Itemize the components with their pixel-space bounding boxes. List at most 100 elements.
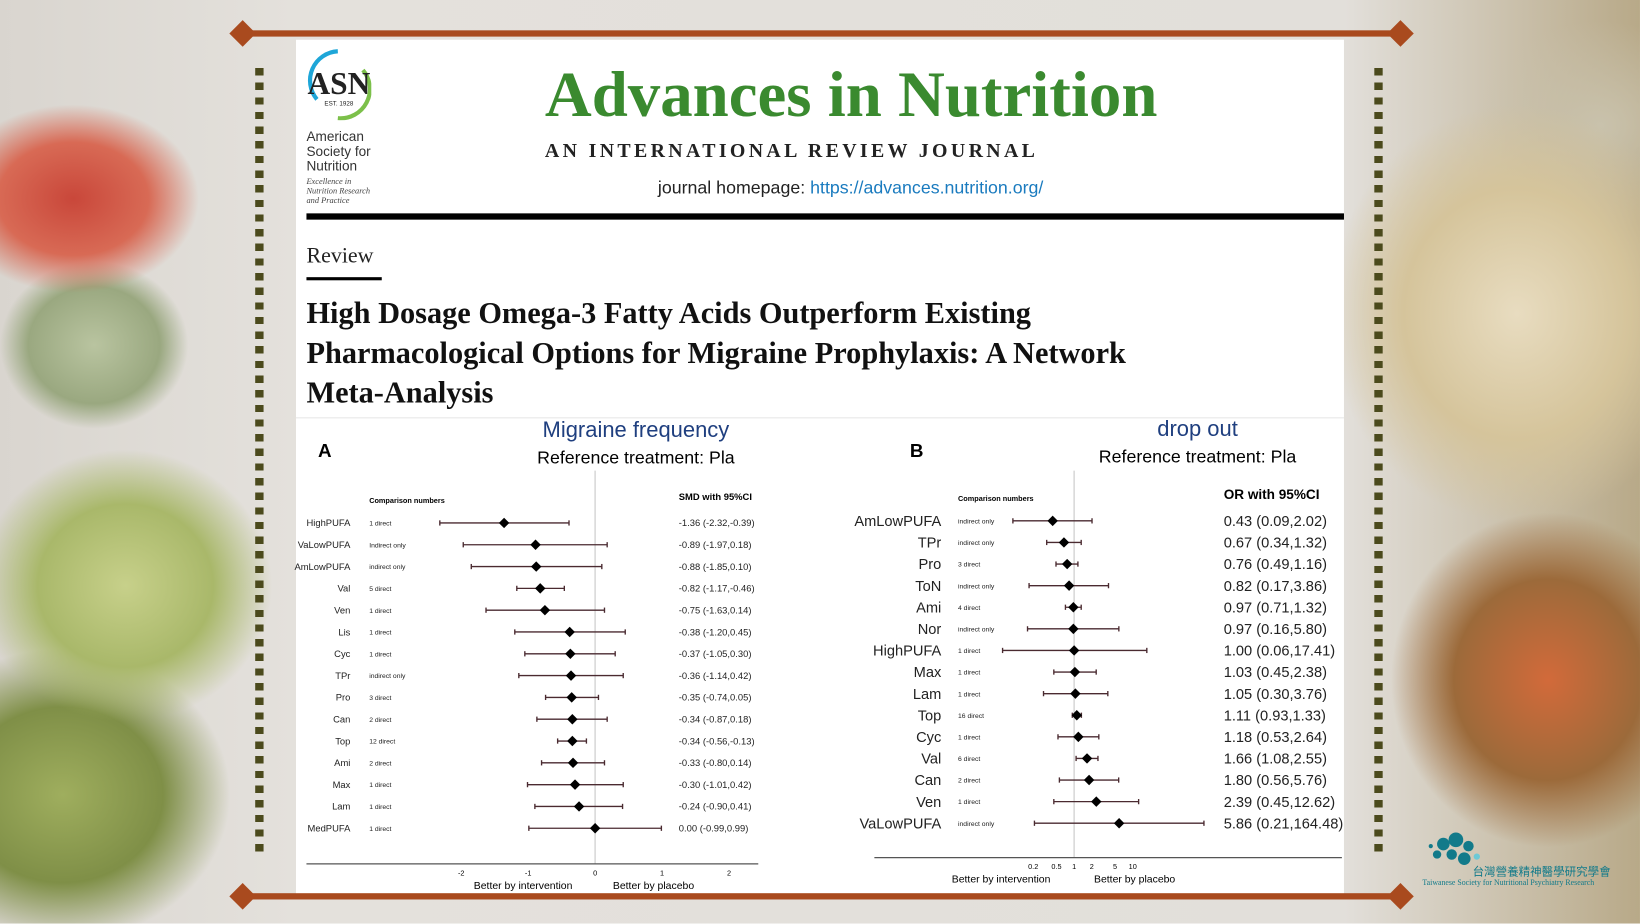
article-type-underline bbox=[306, 277, 382, 281]
estimate-label: 0.82 (0.17,3.86) bbox=[1224, 579, 1327, 595]
treatment-label: HighPUFA bbox=[873, 644, 942, 660]
comparison-label: 12 direct bbox=[369, 739, 395, 746]
plot-b-xlabel-right: Better by placebo bbox=[1094, 875, 1175, 886]
comparison-label: Indirect only bbox=[369, 542, 406, 549]
point-estimate-marker bbox=[1047, 515, 1058, 527]
x-tick-label: -1 bbox=[525, 868, 532, 877]
x-tick-label: 1 bbox=[660, 868, 664, 877]
point-estimate-marker bbox=[1113, 817, 1125, 829]
point-estimate-marker bbox=[1070, 688, 1081, 699]
estimate-label: 1.18 (0.53,2.64) bbox=[1224, 730, 1327, 746]
plot-a-xlabel-left: Better by intervention bbox=[474, 881, 573, 892]
comparison-label: 1 direct bbox=[958, 648, 980, 655]
comparison-label: indirect only bbox=[369, 564, 406, 571]
point-estimate-marker bbox=[1063, 580, 1075, 591]
comparison-label: 4 direct bbox=[958, 605, 980, 612]
estimate-label: -0.37 (-1.05,0.30) bbox=[679, 648, 752, 659]
estimate-label: -0.30 (-1.01,0.42) bbox=[679, 779, 752, 790]
tagline-line: Excellence in bbox=[306, 176, 352, 187]
comparison-label: 1 direct bbox=[369, 608, 391, 615]
treatment-label: Can bbox=[914, 773, 941, 789]
point-estimate-marker bbox=[565, 648, 576, 660]
x-tick-label: 5 bbox=[1113, 862, 1117, 871]
forest-plot-b: B drop out Reference treatment: Pla Comp… bbox=[854, 416, 1343, 886]
x-tick-label: 1 bbox=[1072, 862, 1076, 871]
asn-est: EST. 1928 bbox=[324, 101, 353, 108]
point-estimate-marker bbox=[1068, 602, 1079, 613]
treatment-label: Ami bbox=[334, 757, 350, 768]
estimate-label: 1.00 (0.06,17.41) bbox=[1224, 644, 1335, 660]
society-name: 台灣營養精神醫學研究學會 bbox=[1472, 866, 1611, 879]
estimate-label: 0.43 (0.09,2.02) bbox=[1224, 514, 1327, 530]
estimate-label: 1.03 (0.45,2.38) bbox=[1224, 665, 1327, 681]
estimate-label: -0.88 (-1.85,0.10) bbox=[679, 561, 752, 572]
treatment-label: Pro bbox=[336, 692, 351, 703]
homepage-link[interactable]: https://advances.nutrition.org/ bbox=[810, 177, 1044, 198]
x-tick-label: 0.5 bbox=[1051, 862, 1061, 871]
forest-plot-a: A Migraine frequency Reference treatment… bbox=[294, 417, 759, 892]
treatment-label: Top bbox=[335, 735, 350, 746]
homepage-label: journal homepage: bbox=[657, 177, 806, 198]
plot-a-title: Migraine frequency bbox=[543, 417, 730, 442]
treatment-label: Top bbox=[918, 708, 942, 724]
point-estimate-marker bbox=[1081, 753, 1093, 764]
article-type: Review bbox=[306, 242, 374, 268]
estimate-label: 0.97 (0.16,5.80) bbox=[1224, 622, 1327, 638]
point-estimate-marker bbox=[1068, 645, 1080, 656]
comparison-label: 16 direct bbox=[958, 713, 984, 720]
treatment-label: Max bbox=[333, 779, 351, 790]
article-title-line: High Dosage Omega-3 Fatty Acids Outperfo… bbox=[306, 297, 1031, 331]
treatment-label: VaLowPUFA bbox=[859, 816, 941, 832]
plot-b-estimate-header: OR with 95%CI bbox=[1224, 487, 1320, 502]
society-logo: 台灣營養精神醫學研究學會 Taiwanese Society for Nutri… bbox=[1422, 831, 1631, 887]
plot-b-title: drop out bbox=[1157, 416, 1238, 441]
figure-divider bbox=[295, 417, 1344, 419]
estimate-label: 1.11 (0.93,1.33) bbox=[1224, 708, 1326, 724]
point-estimate-marker bbox=[567, 757, 579, 769]
comparison-label: indirect only bbox=[958, 626, 995, 633]
treatment-label: Cyc bbox=[334, 648, 350, 659]
treatment-label: Ami bbox=[916, 600, 941, 616]
comparison-label: indirect only bbox=[369, 673, 406, 680]
point-estimate-marker bbox=[530, 561, 542, 572]
header-rule bbox=[306, 213, 1344, 220]
treatment-label: Lis bbox=[338, 626, 350, 637]
point-estimate-marker bbox=[1091, 796, 1102, 807]
article-title: High Dosage Omega-3 Fatty Acids Outperfo… bbox=[306, 294, 1125, 413]
treatment-label: Lam bbox=[913, 687, 941, 703]
comparison-label: 5 direct bbox=[369, 586, 391, 593]
estimate-label: 0.00 (-0.99,0.99) bbox=[679, 823, 749, 834]
article-page: ASN EST. 1928 American Society for Nutri… bbox=[295, 39, 1344, 895]
comparison-label: 2 direct bbox=[958, 778, 980, 785]
x-tick-label: 2 bbox=[1090, 862, 1094, 871]
article-title-line: Meta-Analysis bbox=[306, 376, 494, 410]
point-estimate-marker bbox=[1061, 558, 1073, 570]
frame-bar-bottom bbox=[242, 893, 1402, 900]
estimate-label: -0.35 (-0.74,0.05) bbox=[679, 692, 752, 703]
point-estimate-marker bbox=[1069, 666, 1081, 678]
estimate-label: -0.82 (-1.17,-0.46) bbox=[679, 583, 755, 594]
treatment-label: Max bbox=[914, 665, 942, 681]
x-tick-label: 0 bbox=[593, 868, 597, 877]
estimate-label: 1.66 (1.08,2.55) bbox=[1224, 752, 1327, 768]
estimate-label: 5.86 (0.21,164.48) bbox=[1224, 816, 1344, 832]
estimate-label: 1.05 (0.30,3.76) bbox=[1224, 687, 1327, 703]
treatment-label: AmLowPUFA bbox=[294, 561, 351, 572]
treatment-label: TPr bbox=[918, 536, 942, 552]
treatment-label: MedPUFA bbox=[308, 823, 352, 834]
asn-abbr: ASN bbox=[308, 66, 371, 101]
estimate-label: -0.89 (-1.97,0.18) bbox=[679, 539, 752, 550]
x-tick-label: -2 bbox=[458, 868, 465, 877]
point-estimate-marker bbox=[567, 735, 578, 747]
estimate-label: 0.67 (0.34,1.32) bbox=[1224, 536, 1327, 552]
society-name-en: Taiwanese Society for Nutritional Psychi… bbox=[1422, 877, 1595, 887]
point-estimate-marker bbox=[1071, 710, 1083, 721]
treatment-label: ToN bbox=[915, 579, 941, 595]
point-estimate-marker bbox=[589, 823, 601, 834]
plot-a-subtitle: Reference treatment: Pla bbox=[537, 447, 735, 467]
comparison-label: 1 direct bbox=[369, 804, 391, 811]
treatment-label: Pro bbox=[919, 557, 942, 573]
treatment-label: Val bbox=[337, 583, 350, 594]
plot-a-xlabel-right: Better by placebo bbox=[613, 881, 694, 892]
estimate-label: 1.80 (0.56,5.76) bbox=[1224, 773, 1327, 789]
